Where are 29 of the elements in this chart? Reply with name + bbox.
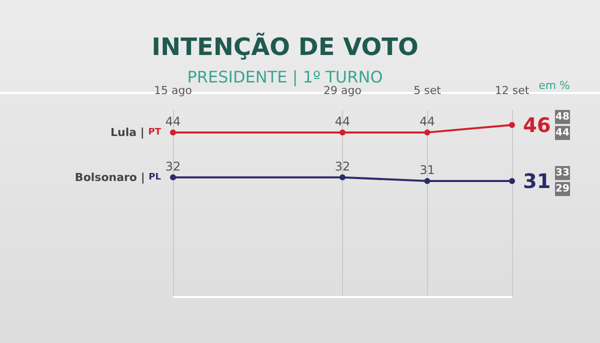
point xyxy=(340,129,346,136)
point xyxy=(424,129,430,136)
point xyxy=(170,129,176,136)
text: 44 xyxy=(556,127,570,138)
x-tick-label: 15 ago xyxy=(154,84,192,97)
point xyxy=(509,178,515,184)
data-label: 32 xyxy=(165,159,181,174)
chart-subtitle: PRESIDENTE | 1º TURNO xyxy=(187,68,383,86)
data-label: 32 xyxy=(334,159,350,174)
data-label: 31 xyxy=(523,169,551,194)
data-label: 44 xyxy=(165,114,181,128)
text: 33 xyxy=(556,168,570,179)
point xyxy=(340,174,346,180)
series-label: Bolsonaro | PL xyxy=(74,170,162,184)
point xyxy=(509,122,515,128)
data-label: 44 xyxy=(420,114,435,128)
series-label: Lula | PT xyxy=(110,126,162,139)
data-label: 46 xyxy=(523,112,551,137)
x-tick-label: 29 ago xyxy=(324,84,362,97)
text: 29 xyxy=(556,184,570,195)
chart-title: INTENÇÃO DE VOTO xyxy=(152,32,418,61)
data-label: 44 xyxy=(334,114,350,128)
x-tick-label: 12 set xyxy=(494,84,530,97)
point xyxy=(424,178,430,184)
x-tick-label: 5 set xyxy=(414,84,442,97)
data-label: 31 xyxy=(420,163,435,178)
point xyxy=(170,174,176,180)
text: 48 xyxy=(556,111,570,122)
text: em % xyxy=(538,79,570,92)
